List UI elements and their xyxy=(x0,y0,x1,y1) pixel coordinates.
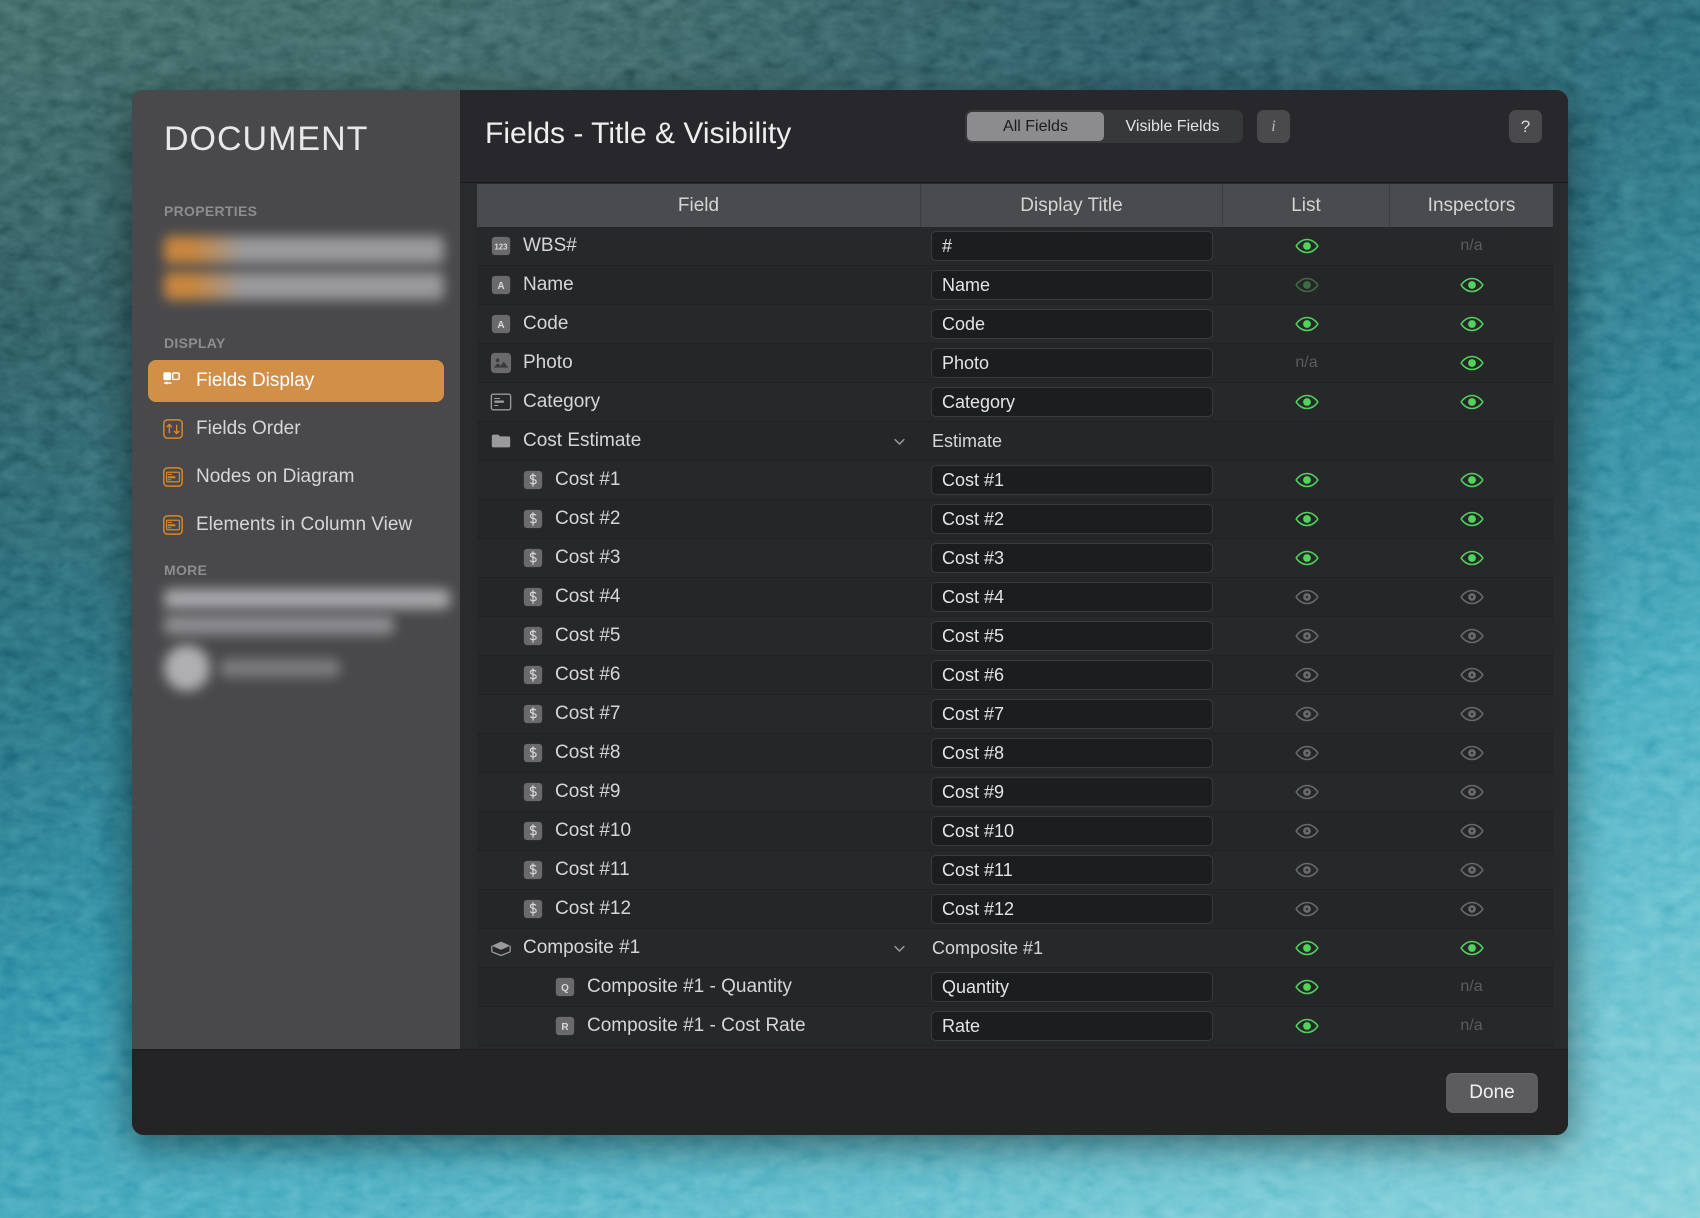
svg-text:A: A xyxy=(497,320,504,331)
svg-text:R: R xyxy=(561,1022,569,1033)
svg-text:Q: Q xyxy=(561,983,569,994)
svg-text:123: 123 xyxy=(494,242,508,251)
svg-text:A: A xyxy=(497,281,504,292)
